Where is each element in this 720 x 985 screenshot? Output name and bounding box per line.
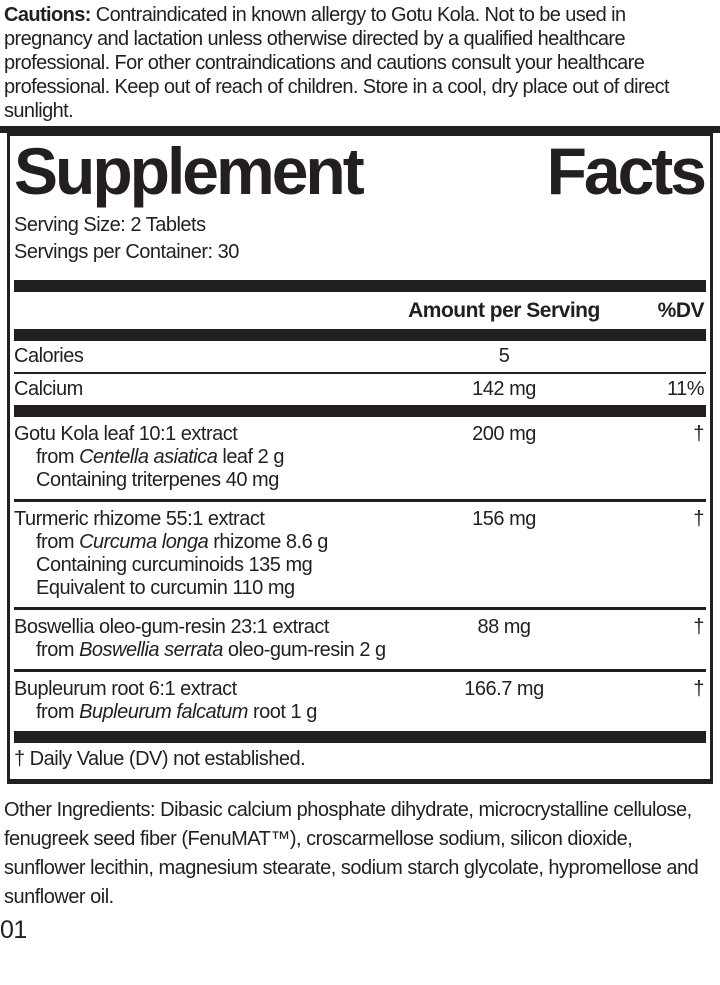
detail-pre: from (36, 531, 80, 553)
detail-latin-name: Boswellia serrata (79, 639, 223, 661)
ingredient-detail-line: Equivalent to curcumin 110 mg (14, 577, 706, 600)
supplement-facts-panel: Supplement Facts Serving Size: 2 Tablets… (7, 133, 713, 784)
detail-pre: from (36, 701, 80, 723)
ingredient-amount: 156 mg (472, 508, 536, 530)
nutrient-name: Calcium (14, 378, 83, 400)
cautions-text: Contraindicated in known allergy to Gotu… (4, 4, 670, 122)
supplement-label: Cautions: Contraindicated in known aller… (0, 0, 720, 944)
other-ingredients-paragraph: Other Ingredients: Dibasic calcium phosp… (4, 799, 699, 908)
nutrient-amount: 5 (498, 345, 510, 367)
servings-per-container: Servings per Container: 30 (14, 241, 239, 263)
thick-rule (14, 280, 706, 292)
serving-size: Serving Size: 2 Tablets (14, 214, 206, 236)
ingredient-row-gotu-kola: Gotu Kola leaf 10:1 extract 200 mg † fro… (14, 417, 706, 499)
thin-rule (14, 499, 706, 502)
detail-post: rhizome 8.6 g (208, 531, 328, 553)
cautions-label: Cautions: (4, 4, 91, 26)
nutrient-dv: 11% (666, 378, 705, 400)
ingredient-dv: † (693, 678, 704, 700)
ingredient-amount: 200 mg (472, 423, 536, 445)
ingredient-detail-line: from Centella asiatica leaf 2 g (14, 446, 706, 469)
ingredient-name: Bupleurum root 6:1 extract (14, 678, 237, 700)
ingredient-main-line: Boswellia oleo-gum-resin 23:1 extract 88… (14, 615, 706, 639)
ingredient-row-bupleurum: Bupleurum root 6:1 extract 166.7 mg † fr… (14, 672, 706, 731)
thick-rule (14, 405, 706, 417)
detail-post: oleo-gum-resin 2 g (222, 639, 386, 661)
detail-latin-name: Centella asiatica (79, 446, 218, 468)
nutrient-amount: 142 mg (472, 378, 536, 400)
detail-latin-name: Bupleurum falcatum (79, 701, 248, 723)
ingredient-dv: † (693, 508, 704, 530)
ingredient-main-line: Gotu Kola leaf 10:1 extract 200 mg † (14, 422, 706, 446)
ingredient-name: Turmeric rhizome 55:1 extract (14, 508, 265, 530)
nutrient-row-calcium: Calcium 142 mg 11% (14, 374, 706, 405)
amount-per-serving-header: Amount per Serving (408, 299, 600, 322)
nutrient-name: Calories (14, 345, 84, 367)
ingredient-name: Gotu Kola leaf 10:1 extract (14, 423, 238, 445)
panel-title-facts: Facts (546, 134, 707, 208)
panel-title-supplement: Supplement (14, 134, 365, 208)
detail-pre: Equivalent to curcumin 110 mg (36, 577, 295, 599)
nutrient-row-calories: Calories 5 (14, 341, 706, 372)
ingredient-detail-line: from Curcuma longa rhizome 8.6 g (14, 531, 706, 554)
ingredient-row-boswellia: Boswellia oleo-gum-resin 23:1 extract 88… (14, 610, 706, 669)
ingredient-detail-line: Containing triterpenes 40 mg (14, 469, 706, 492)
product-code: 01 (0, 916, 27, 944)
column-header-row: Amount per Serving %DV (14, 292, 706, 329)
ingredient-row-turmeric: Turmeric rhizome 55:1 extract 156 mg † f… (14, 502, 706, 607)
thin-rule (14, 669, 706, 672)
detail-pre: from (36, 639, 80, 661)
detail-pre: Containing triterpenes 40 mg (36, 469, 279, 491)
ingredient-name: Boswellia oleo-gum-resin 23:1 extract (14, 616, 330, 638)
detail-pre: from (36, 446, 80, 468)
ingredient-main-line: Bupleurum root 6:1 extract 166.7 mg † (14, 677, 706, 701)
ingredient-amount: 166.7 mg (464, 678, 544, 700)
dv-footnote: † Daily Value (DV) not established. (14, 748, 306, 770)
detail-latin-name: Curcuma longa (79, 531, 209, 553)
ingredient-dv: † (693, 423, 704, 445)
divider-bar (0, 126, 720, 133)
ingredient-detail-line: from Bupleurum falcatum root 1 g (14, 701, 706, 724)
ingredient-main-line: Turmeric rhizome 55:1 extract 156 mg † (14, 507, 706, 531)
dv-header: %DV (657, 299, 705, 322)
ingredient-amount: 88 mg (477, 616, 531, 638)
cautions-paragraph: Cautions: Contraindicated in known aller… (0, 0, 720, 123)
thick-rule (14, 329, 706, 341)
thin-rule (14, 607, 706, 610)
detail-post: leaf 2 g (217, 446, 284, 468)
thin-rule (14, 372, 706, 374)
ingredient-dv: † (693, 616, 704, 638)
ingredient-detail-line: from Boswellia serrata oleo-gum-resin 2 … (14, 639, 706, 662)
ingredient-detail-line: Containing curcuminoids 135 mg (14, 554, 706, 577)
thick-rule (14, 731, 706, 743)
detail-pre: Containing curcuminoids 135 mg (36, 554, 313, 576)
panel-title: Supplement Facts (14, 134, 707, 208)
detail-post: root 1 g (247, 701, 317, 723)
